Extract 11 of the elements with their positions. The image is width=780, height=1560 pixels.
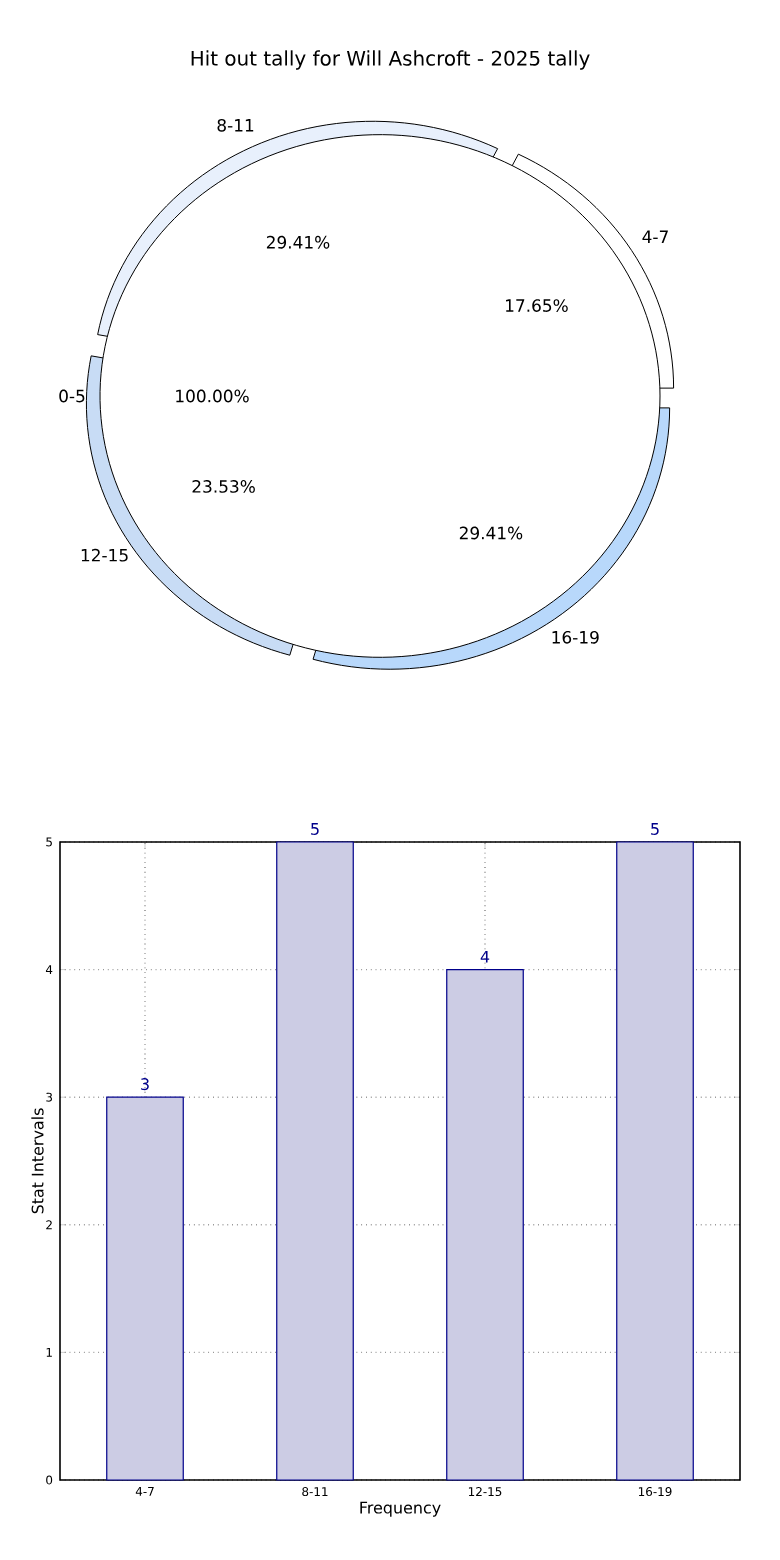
slice-label: 16-19 [552,630,599,644]
slice-label: 0-5 [59,389,85,403]
slice-label: 8-11 [217,118,254,132]
data-label: 29.41% [266,235,330,249]
data-label: 23.53% [192,480,255,493]
data-label: 17.65% [506,299,568,312]
data-label: 100.00% [176,389,249,403]
data-label: 29.41% [459,526,523,540]
slice-label: 4-7 [642,230,668,243]
slice-label: 12-15 [81,548,128,562]
chart-title: Hit out tally for Will Ashcroft - 2025 tally [191,50,590,70]
